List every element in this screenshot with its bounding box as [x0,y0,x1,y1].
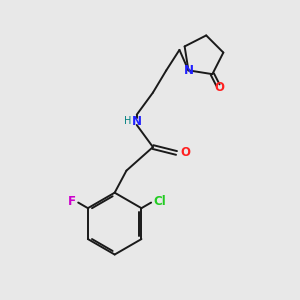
Text: N: N [132,115,142,128]
Text: O: O [214,81,224,94]
Text: N: N [183,64,194,77]
Text: O: O [180,146,190,159]
Text: F: F [68,195,76,208]
Text: H: H [124,116,131,126]
Text: Cl: Cl [153,195,166,208]
